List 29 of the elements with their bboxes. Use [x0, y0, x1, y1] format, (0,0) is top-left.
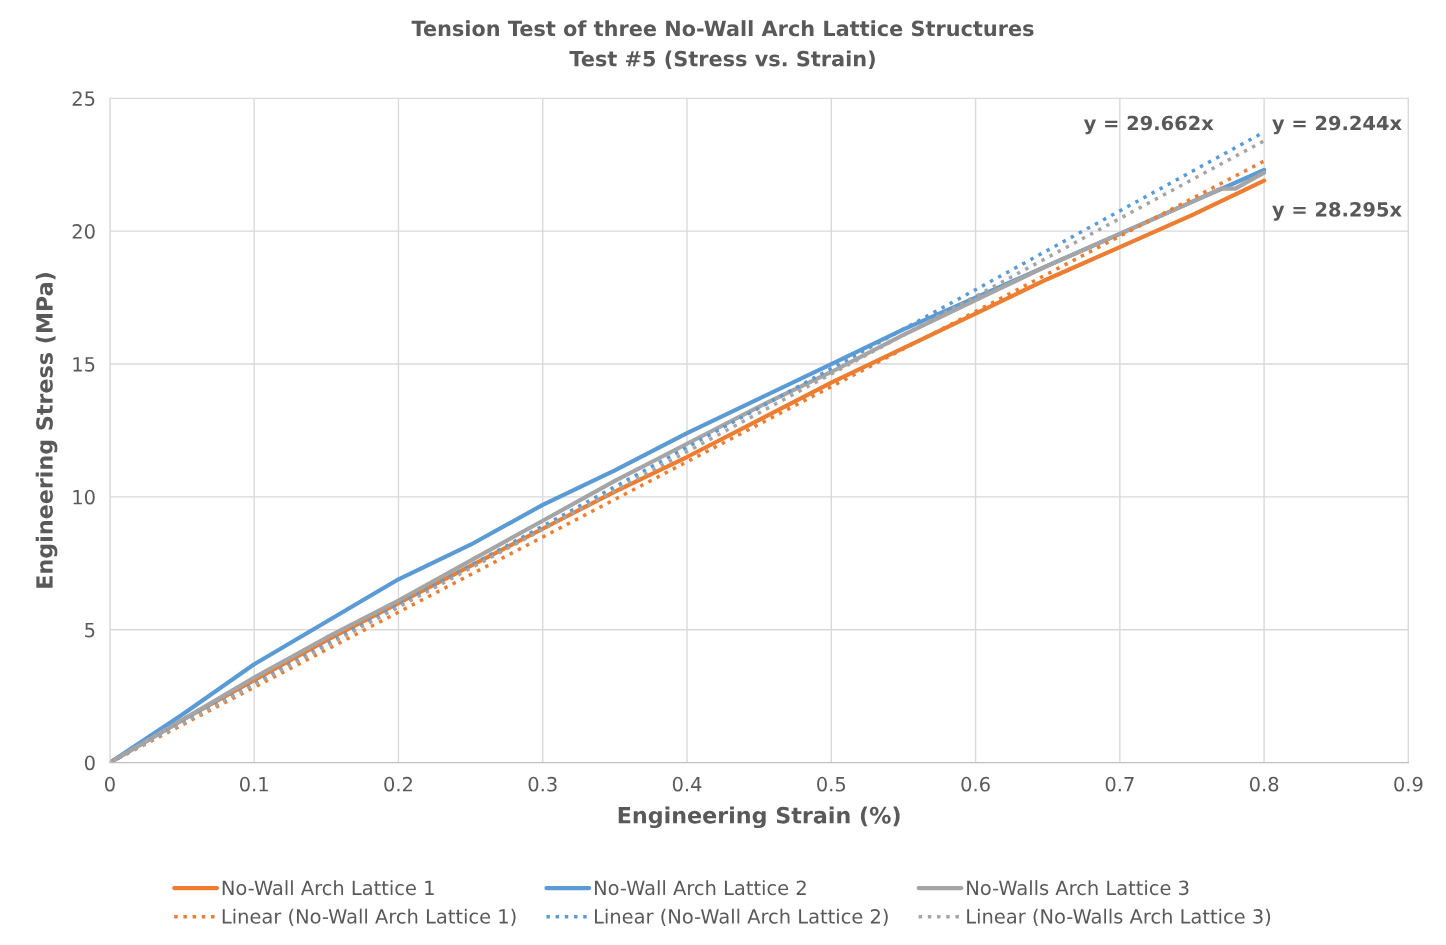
x-tick-label: 0	[104, 776, 115, 792]
legend-label: No-Walls Arch Lattice 3	[967, 880, 1189, 896]
x-tick-label: 0.3	[528, 776, 557, 792]
x-tick-label: 0.9	[1394, 776, 1423, 792]
annotation: y = 28.295x	[1272, 202, 1402, 221]
annotation: y = 29.244x	[1272, 115, 1402, 135]
legend-label: No-Wall Arch Lattice 1	[222, 880, 434, 896]
legend-label: Linear (No-Wall Arch Lattice 1)	[222, 908, 516, 927]
y-axis-title: Engineering Stress (MPa)	[35, 273, 58, 588]
y-tick-label: 0	[84, 755, 95, 771]
legend-label: Linear (No-Walls Arch Lattice 3)	[967, 908, 1271, 927]
y-tick-label: 20	[72, 224, 95, 239]
y-tick-label: 5	[85, 622, 95, 638]
x-tick-label: 0.1	[240, 776, 268, 792]
chart-subtitle: Test #5 (Stress vs. Strain)	[569, 50, 875, 69]
x-axis-title: Engineering Strain (%)	[618, 806, 900, 829]
legend-label: Linear (No-Wall Arch Lattice 2)	[594, 908, 888, 927]
x-tick-label: 0.8	[1249, 776, 1279, 792]
x-tick-label: 0.7	[1105, 776, 1134, 792]
x-tick-label: 0.4	[672, 776, 702, 792]
legend-label: No-Wall Arch Lattice 2	[594, 880, 806, 896]
x-tick-label: 0.5	[817, 776, 846, 792]
x-tick-label: 0.6	[961, 776, 990, 792]
y-tick-label: 15	[73, 357, 95, 372]
annotation: y = 29.662x	[1083, 115, 1214, 135]
y-tick-label: 10	[73, 489, 95, 505]
y-tick-label: 25	[72, 91, 95, 106]
chart-title: Tension Test of three No-Wall Arch Lattice Structures	[411, 20, 1034, 37]
x-tick-label: 0.2	[384, 776, 412, 792]
